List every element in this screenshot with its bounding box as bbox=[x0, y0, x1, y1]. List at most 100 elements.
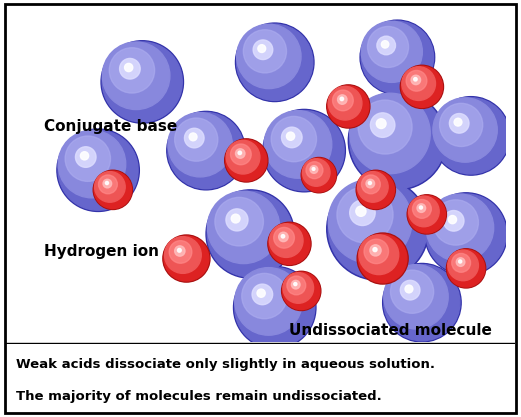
Text: Conjugate base: Conjugate base bbox=[44, 118, 178, 133]
Circle shape bbox=[384, 265, 460, 341]
Circle shape bbox=[402, 67, 436, 100]
Circle shape bbox=[237, 24, 301, 88]
Circle shape bbox=[258, 45, 266, 53]
Circle shape bbox=[406, 70, 427, 91]
Circle shape bbox=[125, 63, 133, 72]
Circle shape bbox=[433, 98, 509, 174]
Circle shape bbox=[102, 42, 170, 110]
Circle shape bbox=[358, 100, 412, 154]
Circle shape bbox=[226, 209, 248, 231]
Circle shape bbox=[237, 24, 313, 100]
Circle shape bbox=[109, 48, 155, 93]
Circle shape bbox=[381, 40, 389, 48]
Circle shape bbox=[458, 260, 462, 263]
Circle shape bbox=[238, 151, 242, 155]
Circle shape bbox=[94, 171, 131, 208]
Circle shape bbox=[206, 190, 294, 278]
Circle shape bbox=[98, 175, 117, 194]
Circle shape bbox=[58, 130, 138, 210]
Circle shape bbox=[357, 171, 394, 208]
Circle shape bbox=[235, 23, 314, 102]
Circle shape bbox=[362, 175, 380, 194]
Circle shape bbox=[235, 268, 315, 348]
Circle shape bbox=[242, 274, 287, 319]
Circle shape bbox=[287, 132, 295, 140]
Circle shape bbox=[433, 98, 497, 162]
Text: Undissociated molecule: Undissociated molecule bbox=[290, 323, 492, 338]
Circle shape bbox=[263, 109, 345, 192]
Circle shape bbox=[235, 149, 245, 158]
Circle shape bbox=[370, 245, 381, 256]
Circle shape bbox=[80, 152, 89, 160]
Circle shape bbox=[408, 196, 445, 233]
Circle shape bbox=[184, 128, 204, 148]
Circle shape bbox=[332, 90, 353, 111]
Circle shape bbox=[448, 250, 478, 281]
Circle shape bbox=[164, 236, 209, 281]
Circle shape bbox=[215, 197, 264, 246]
Circle shape bbox=[281, 234, 284, 238]
Circle shape bbox=[364, 239, 389, 264]
Circle shape bbox=[269, 224, 303, 257]
Circle shape bbox=[433, 200, 478, 245]
Circle shape bbox=[310, 166, 318, 173]
Circle shape bbox=[252, 284, 272, 305]
Circle shape bbox=[283, 273, 314, 303]
Circle shape bbox=[425, 193, 507, 275]
Circle shape bbox=[65, 136, 110, 181]
Circle shape bbox=[269, 224, 310, 264]
Circle shape bbox=[356, 170, 395, 209]
Circle shape bbox=[302, 158, 336, 192]
Circle shape bbox=[367, 26, 408, 68]
Circle shape bbox=[340, 97, 343, 100]
Circle shape bbox=[230, 144, 251, 165]
Circle shape bbox=[257, 289, 265, 297]
Circle shape bbox=[103, 179, 111, 188]
Circle shape bbox=[301, 158, 337, 193]
Circle shape bbox=[452, 254, 470, 272]
Circle shape bbox=[361, 21, 423, 83]
Circle shape bbox=[76, 147, 96, 167]
Circle shape bbox=[443, 211, 464, 231]
Circle shape bbox=[95, 172, 125, 202]
Circle shape bbox=[376, 119, 386, 128]
Circle shape bbox=[281, 127, 302, 148]
Circle shape bbox=[419, 206, 423, 209]
Circle shape bbox=[408, 196, 439, 227]
Circle shape bbox=[175, 246, 185, 256]
Circle shape bbox=[281, 271, 321, 311]
Circle shape bbox=[448, 250, 485, 287]
Circle shape bbox=[271, 116, 317, 162]
Circle shape bbox=[328, 86, 369, 127]
Circle shape bbox=[58, 130, 126, 198]
Circle shape bbox=[102, 42, 182, 122]
Circle shape bbox=[405, 285, 413, 293]
Circle shape bbox=[360, 20, 435, 95]
Circle shape bbox=[207, 191, 293, 277]
Circle shape bbox=[264, 111, 344, 191]
Circle shape bbox=[225, 139, 268, 182]
Circle shape bbox=[231, 214, 240, 223]
Circle shape bbox=[243, 30, 287, 73]
Circle shape bbox=[268, 222, 311, 265]
Circle shape bbox=[282, 272, 320, 309]
Circle shape bbox=[165, 236, 201, 274]
Circle shape bbox=[359, 235, 399, 275]
Circle shape bbox=[57, 129, 139, 211]
Circle shape bbox=[401, 66, 442, 107]
Circle shape bbox=[450, 113, 469, 133]
Circle shape bbox=[169, 241, 192, 263]
Circle shape bbox=[226, 141, 260, 174]
Circle shape bbox=[407, 195, 446, 234]
Circle shape bbox=[327, 85, 370, 128]
Circle shape bbox=[391, 270, 433, 313]
Circle shape bbox=[294, 282, 297, 286]
Circle shape bbox=[328, 180, 412, 263]
Text: Weak acids dissociate only slightly in aqueous solution.: Weak acids dissociate only slightly in a… bbox=[17, 358, 436, 371]
Circle shape bbox=[303, 159, 330, 186]
Circle shape bbox=[93, 170, 132, 209]
Circle shape bbox=[382, 264, 461, 342]
Circle shape bbox=[440, 103, 483, 146]
Circle shape bbox=[357, 172, 388, 202]
Circle shape bbox=[274, 227, 294, 248]
